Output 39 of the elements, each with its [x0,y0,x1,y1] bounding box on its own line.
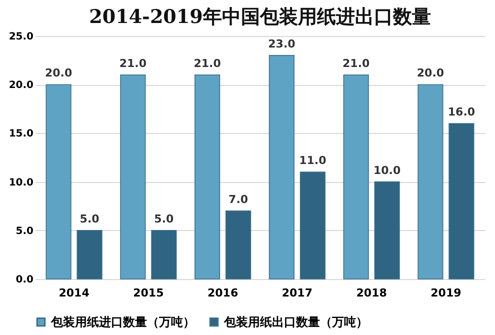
bar [418,84,444,280]
bar [226,210,252,280]
data-label: 20.0 [44,66,72,80]
legend-label: 包装用纸进口数量（万吨） [50,315,195,330]
bar [120,74,146,280]
data-label: 21.0 [119,56,147,70]
data-label: 20.0 [416,66,444,80]
data-label: 7.0 [228,192,248,206]
data-label: 21.0 [342,56,370,70]
bar [151,230,177,280]
y-tick-label: 25.0 [8,32,34,42]
x-tick-label: 2018 [356,286,387,300]
bar [268,55,294,280]
y-tick-label: 10.0 [8,177,34,188]
x-tick-label: 2014 [58,286,90,300]
data-label: 21.0 [194,56,222,70]
x-tick-label: 2019 [430,286,462,300]
x-tick-label: 2015 [133,286,164,300]
bar [76,230,102,280]
bar [194,74,220,280]
chart-title: 2014-2019年中国包装用纸进出口数量 [89,6,431,28]
data-label: 5.0 [154,212,174,226]
data-label: 5.0 [80,212,100,226]
data-label: 11.0 [299,154,327,168]
bar [343,74,369,280]
y-tick-label: 15.0 [8,128,34,140]
legend-label: 包装用纸出口数量（万吨） [223,315,368,330]
data-label: 10.0 [373,164,401,177]
bar [374,181,400,280]
x-tick-label: 2016 [207,286,238,300]
data-label: 23.0 [268,37,296,50]
x-tick-label: 2017 [282,286,313,300]
data-label: 16.0 [448,105,476,118]
bar [300,172,326,280]
y-tick-label: 20.0 [8,80,34,92]
y-tick-label: 5.0 [16,226,34,237]
bar [46,84,72,280]
bar [448,123,474,280]
y-tick-label: 0.0 [16,274,34,286]
